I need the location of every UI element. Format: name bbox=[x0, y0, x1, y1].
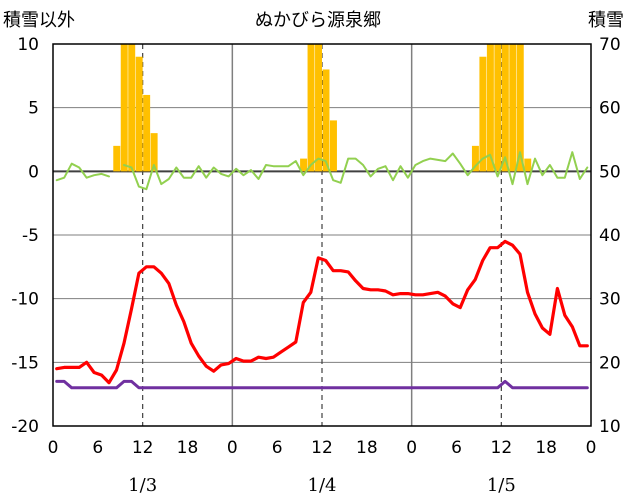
x-tick-label: 18 bbox=[177, 438, 199, 458]
precipitation-bars bbox=[113, 44, 532, 172]
x-tick-label: 12 bbox=[132, 438, 154, 458]
x-tick-label: 12 bbox=[311, 438, 333, 458]
y-right-tick-label: 60 bbox=[599, 99, 621, 119]
precipitation-bar bbox=[322, 69, 330, 172]
precipitation-bar bbox=[113, 145, 121, 172]
x-tick-label: 6 bbox=[451, 438, 462, 458]
x-tick-label: 12 bbox=[491, 438, 513, 458]
y-right-tick-label: 70 bbox=[599, 35, 621, 55]
x-tick-label: 6 bbox=[272, 438, 283, 458]
data-lines bbox=[55, 151, 589, 390]
x-tick-label: 0 bbox=[586, 438, 597, 458]
precipitation-bar bbox=[494, 44, 502, 172]
y-left-tick-label: -15 bbox=[11, 353, 39, 373]
precipitation-bar bbox=[329, 120, 337, 172]
precipitation-bar bbox=[486, 44, 494, 172]
precipitation-bar bbox=[150, 133, 158, 172]
precipitation-bar bbox=[509, 44, 517, 172]
y-right-tick-label: 40 bbox=[599, 226, 621, 246]
y-left-tick-label: -5 bbox=[22, 226, 39, 246]
precipitation-bar bbox=[128, 44, 136, 172]
x-tick-label: 0 bbox=[406, 438, 417, 458]
plot-border bbox=[52, 43, 592, 427]
snow-depth-line bbox=[55, 379, 589, 390]
precipitation-bar bbox=[516, 44, 524, 172]
x-tick-label: 18 bbox=[356, 438, 378, 458]
x-tick-label: 0 bbox=[48, 438, 59, 458]
y-left-tick-label: 10 bbox=[17, 35, 39, 55]
precipitation-bar bbox=[135, 56, 143, 172]
date-label: 1/5 bbox=[487, 475, 516, 496]
x-tick-label: 6 bbox=[92, 438, 103, 458]
precipitation-bar bbox=[524, 158, 532, 172]
x-tick-label: 0 bbox=[227, 438, 238, 458]
y-left-tick-label: -10 bbox=[11, 290, 39, 310]
y-left-tick-label: 5 bbox=[28, 99, 39, 119]
y-left-tick-label: 0 bbox=[28, 162, 39, 182]
precipitation-bar bbox=[143, 94, 151, 172]
precipitation-bar bbox=[501, 44, 509, 172]
y-right-tick-label: 20 bbox=[599, 353, 621, 373]
y-right-tick-label: 30 bbox=[599, 290, 621, 310]
right-axis-title: 積雪 bbox=[588, 10, 624, 31]
precipitation-bar bbox=[120, 44, 128, 172]
precipitation-bar bbox=[471, 145, 479, 172]
y-left-tick-label: -20 bbox=[11, 417, 39, 437]
y-right-tick-label: 10 bbox=[599, 417, 621, 437]
precipitation-bar bbox=[479, 56, 487, 172]
x-tick-label: 18 bbox=[535, 438, 557, 458]
precipitation-bar bbox=[307, 44, 315, 172]
wind-line bbox=[55, 151, 589, 191]
precipitation-bar bbox=[315, 44, 322, 172]
precipitation-bar bbox=[300, 158, 308, 172]
y-right-tick-label: 50 bbox=[599, 162, 621, 182]
date-label: 1/4 bbox=[308, 475, 337, 496]
left-axis-title: 積雪以外 bbox=[3, 10, 75, 31]
temperature-line bbox=[55, 239, 589, 385]
date-label: 1/3 bbox=[128, 475, 157, 496]
chart-title: ぬかびら源泉郷 bbox=[255, 10, 381, 31]
plot-frame bbox=[52, 43, 592, 427]
